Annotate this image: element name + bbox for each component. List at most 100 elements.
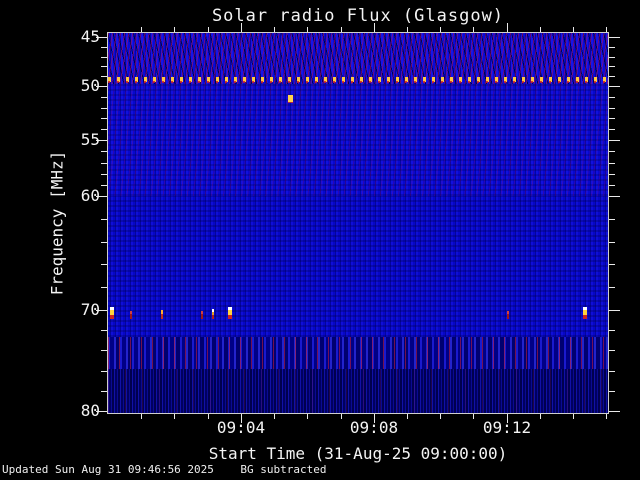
rfi-spike <box>201 310 203 319</box>
x-axis-tick <box>573 414 574 419</box>
y-tick-label: 55 <box>80 130 100 149</box>
y-axis-tick <box>101 185 107 186</box>
y-axis-tick <box>609 371 615 372</box>
rfi-spike <box>228 306 232 319</box>
y-axis-tick <box>101 350 107 351</box>
x-axis-tick <box>174 414 175 419</box>
x-axis-tick <box>341 414 342 419</box>
x-axis-tick <box>307 414 308 419</box>
x-axis-tick <box>606 414 607 419</box>
spectrogram-band-45-50mhz <box>108 33 608 85</box>
spectrogram-band-50-60mhz <box>108 84 608 197</box>
y-axis-tick <box>609 287 615 288</box>
y-axis-tick <box>609 37 620 38</box>
update-status-line: Updated Sun Aug 31 09:46:56 2025 BG subt… <box>2 463 327 476</box>
y-axis-tick <box>609 151 615 152</box>
y-axis-tick <box>609 118 615 119</box>
y-tick-label: 45 <box>80 27 100 46</box>
y-axis-tick <box>609 86 620 87</box>
y-axis-tick <box>101 371 107 372</box>
spectrogram-plot-area <box>107 32 609 414</box>
y-axis-tick <box>101 287 107 288</box>
y-axis-tick <box>101 163 107 164</box>
y-axis-tick <box>101 108 107 109</box>
y-axis-tick <box>609 140 620 141</box>
y-axis-tick <box>101 330 107 331</box>
x-axis-tick <box>274 27 275 32</box>
y-axis-tick <box>609 350 615 351</box>
x-axis-tick <box>374 414 375 423</box>
y-axis-tick <box>96 196 107 197</box>
y-axis-tick <box>101 174 107 175</box>
x-axis-tick <box>473 414 474 419</box>
y-axis-tick <box>609 310 620 311</box>
spectrogram-noise-band-73-77mhz <box>108 337 608 370</box>
x-axis-tick <box>208 414 209 419</box>
y-axis-tick <box>609 97 615 98</box>
rfi-spike <box>130 310 132 319</box>
x-axis-tick <box>174 27 175 32</box>
spectrogram-band-60-73mhz <box>108 196 608 337</box>
y-axis-tick <box>101 57 107 58</box>
y-axis-tick <box>609 264 615 265</box>
y-axis-tick <box>101 76 107 77</box>
x-tick-label: 09:04 <box>216 418 266 437</box>
x-axis-tick <box>208 27 209 32</box>
y-axis-tick <box>609 330 615 331</box>
y-tick-label: 80 <box>80 401 100 420</box>
y-axis-tick <box>101 129 107 130</box>
y-axis-tick <box>101 219 107 220</box>
y-axis-tick <box>101 264 107 265</box>
y-axis-tick <box>96 37 107 38</box>
x-axis-tick <box>274 414 275 419</box>
x-axis-tick <box>507 414 508 423</box>
x-axis-tick <box>507 23 508 32</box>
y-axis-tick <box>609 242 615 243</box>
y-axis-tick <box>96 310 107 311</box>
rfi-spike <box>109 306 114 319</box>
rfi-spike <box>212 308 214 319</box>
y-axis-tick <box>96 411 107 412</box>
x-axis-tick <box>241 23 242 32</box>
x-axis-tick <box>341 27 342 32</box>
x-tick-label: 09:12 <box>482 418 532 437</box>
x-tick-label: 09:08 <box>349 418 399 437</box>
y-axis-tick <box>609 76 615 77</box>
y-axis-tick <box>609 66 615 67</box>
rfi-dotted-carrier-line <box>108 77 608 83</box>
x-axis-tick <box>440 414 441 419</box>
x-axis-title: Start Time (31-Aug-25 09:00:00) <box>208 444 508 463</box>
x-axis-tick <box>540 414 541 419</box>
y-axis-tick <box>609 391 615 392</box>
x-axis-tick <box>573 27 574 32</box>
y-axis-tick <box>101 66 107 67</box>
y-axis-tick <box>609 47 615 48</box>
y-axis-tick <box>609 219 615 220</box>
y-axis-tick <box>609 185 615 186</box>
x-axis-tick <box>141 27 142 32</box>
y-axis-tick <box>609 57 615 58</box>
y-axis-tick <box>609 108 615 109</box>
rfi-spike <box>583 306 587 319</box>
rfi-spike <box>161 309 163 319</box>
chart-title: Solar radio Flux (Glasgow) <box>211 6 505 26</box>
y-axis-tick <box>609 163 615 164</box>
y-tick-label: 50 <box>80 76 100 95</box>
point-emission-blob <box>288 95 293 103</box>
y-tick-label: 60 <box>80 186 100 205</box>
y-axis-tick <box>101 391 107 392</box>
x-axis-tick <box>407 414 408 419</box>
y-axis-title: Frequency [MHz] <box>47 150 67 296</box>
y-axis-tick <box>101 242 107 243</box>
rfi-dotted-carrier-line-red-fringe <box>108 81 608 84</box>
rfi-spike <box>507 310 509 319</box>
spectrogram-band-77-80mhz <box>108 369 608 413</box>
y-axis-tick <box>96 140 107 141</box>
x-axis-tick <box>440 27 441 32</box>
y-tick-label: 70 <box>80 300 100 319</box>
x-axis-tick <box>374 23 375 32</box>
x-axis-tick <box>241 414 242 423</box>
y-axis-tick <box>101 47 107 48</box>
y-axis-tick <box>609 174 615 175</box>
